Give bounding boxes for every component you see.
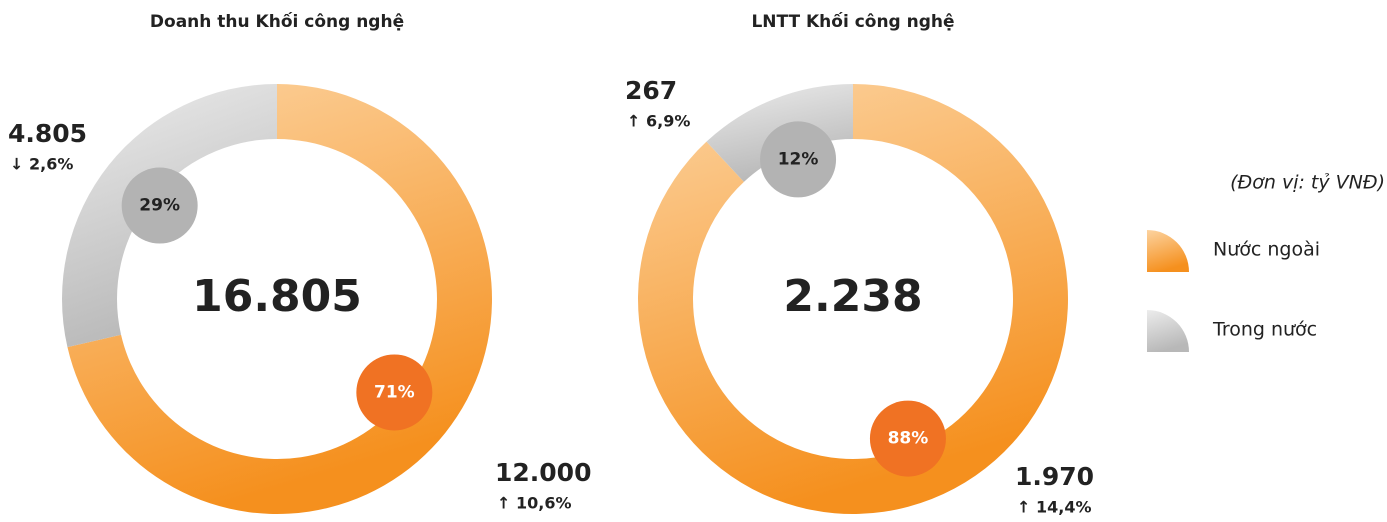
change-label: ↑ 6,9% bbox=[627, 112, 690, 131]
percent-badge bbox=[869, 400, 946, 477]
chart-title: Doanh thu Khối công nghệ bbox=[150, 11, 404, 32]
change-label: ↑ 10,6% bbox=[497, 494, 571, 513]
legend-swatch bbox=[1147, 310, 1189, 352]
donut-segment bbox=[61, 84, 277, 348]
percent-badge bbox=[356, 354, 433, 431]
percent-label: 12% bbox=[778, 149, 819, 169]
legend-label: Nước ngoài bbox=[1213, 239, 1320, 261]
percent-label: 88% bbox=[888, 429, 929, 449]
total: 16.805 bbox=[192, 271, 362, 322]
change-label: ↑ 14,4% bbox=[1017, 498, 1091, 517]
legend-label: Trong nước bbox=[1212, 319, 1317, 341]
value-label: 267 bbox=[625, 76, 677, 105]
legend-swatch bbox=[1147, 230, 1189, 272]
value-label: 12.000 bbox=[495, 458, 591, 487]
value-label: 1.970 bbox=[1015, 462, 1094, 491]
percent-badge bbox=[121, 167, 198, 244]
percent-label: 29% bbox=[139, 196, 180, 216]
percent-badge bbox=[760, 121, 837, 198]
percent-label: 71% bbox=[374, 382, 415, 402]
total: 2.238 bbox=[783, 271, 922, 322]
chart-title: LNTT Khối công nghệ bbox=[751, 11, 954, 32]
change-label: ↓ 2,6% bbox=[10, 155, 73, 174]
unit-note: (Đơn vị: tỷ VNĐ) bbox=[1230, 172, 1385, 194]
value-label: 4.805 bbox=[8, 119, 87, 148]
